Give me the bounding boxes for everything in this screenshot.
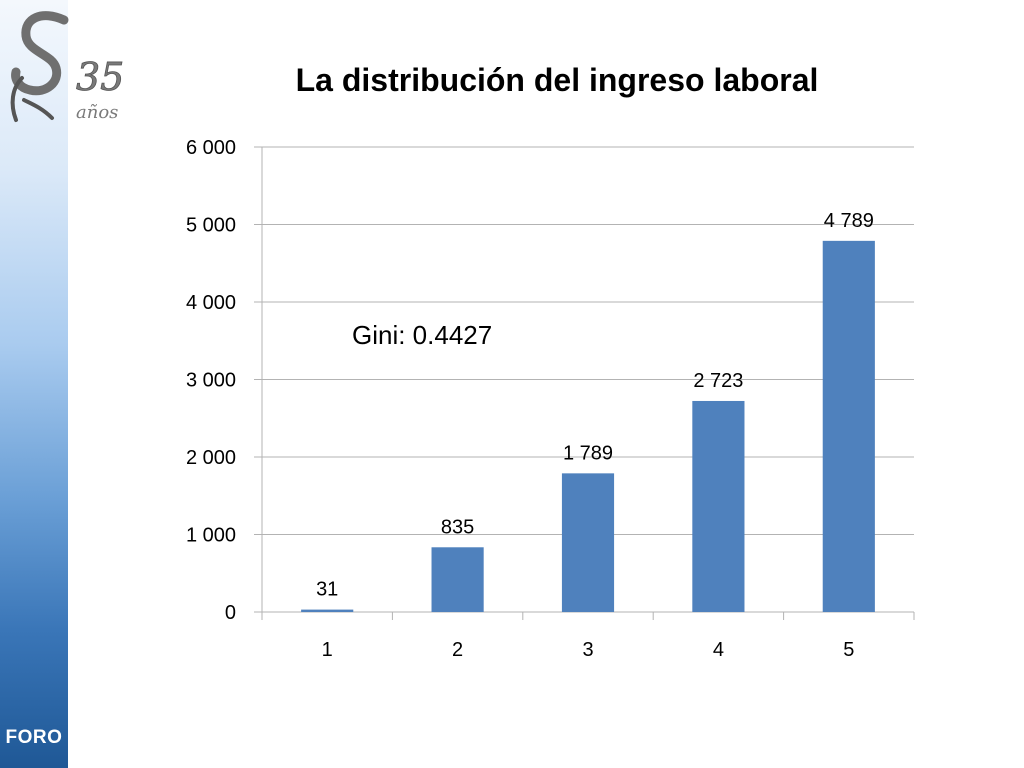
logo-word: años <box>76 102 118 123</box>
y-tick-label: 4 000 <box>186 292 236 314</box>
data-label: 1 789 <box>563 442 613 464</box>
bar <box>692 400 745 612</box>
logo-s-glyph <box>11 11 69 96</box>
bar <box>822 240 875 613</box>
y-tick-label: 1 000 <box>186 525 236 547</box>
logo-35-anos: 35 años <box>10 11 125 123</box>
x-tick-label: 4 <box>713 639 724 661</box>
bar <box>431 547 484 612</box>
data-label: 4 789 <box>824 210 874 232</box>
logo-number: 35 <box>76 55 124 99</box>
y-tick-label: 5 000 <box>186 215 236 237</box>
foro-label: FORO <box>5 727 63 748</box>
data-label: 31 <box>316 579 338 601</box>
y-tick-label: 3 000 <box>186 370 236 392</box>
data-label: 2 723 <box>693 370 743 392</box>
gini-annotation: Gini: 0.4427 <box>352 320 493 350</box>
y-tick-label: 2 000 <box>186 447 236 469</box>
x-tick-label: 2 <box>452 639 463 661</box>
x-tick-label: 3 <box>582 639 593 661</box>
bar <box>561 473 615 612</box>
bar <box>301 609 354 612</box>
y-tick-label: 6 000 <box>186 137 236 159</box>
chart-title: La distribución del ingreso laboral <box>295 62 819 98</box>
data-label: 835 <box>441 516 474 538</box>
y-tick-label: 0 <box>225 602 236 624</box>
x-tick-label: 1 <box>322 639 333 661</box>
sidebar-bar: FORO <box>0 0 68 768</box>
logo-figure <box>10 76 54 122</box>
x-tick-label: 5 <box>843 639 854 661</box>
